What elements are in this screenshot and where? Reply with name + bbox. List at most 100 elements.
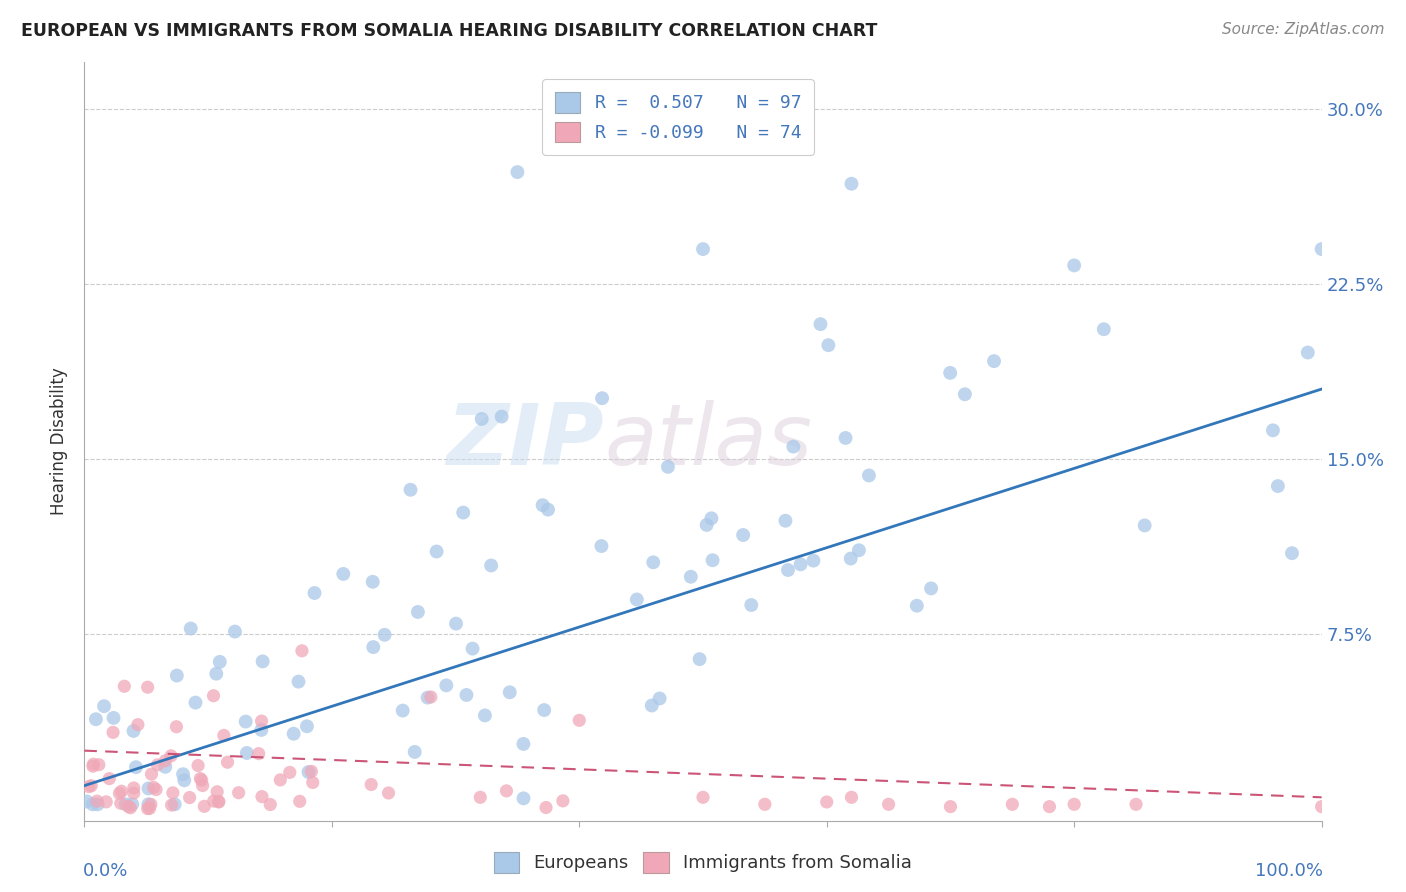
Point (361, 574, 384, 589)
Point (80, 779, 103, 793)
Point (138, 801, 160, 815)
Point (138, 781, 160, 796)
Point (155, 760, 177, 774)
Point (399, 483, 422, 497)
Point (1296, 345, 1319, 359)
Point (444, 616, 467, 631)
Point (568, 714, 591, 728)
Point (551, 794, 574, 808)
Point (212, 728, 235, 742)
Text: EUROPEAN VS IMMIGRANTS FROM SOMALIA HEARING DISABILITY CORRELATION CHART: EUROPEAN VS IMMIGRANTS FROM SOMALIA HEAR… (21, 22, 877, 40)
Point (1092, 322, 1115, 336)
Point (191, 779, 214, 793)
Point (304, 586, 326, 600)
Point (470, 790, 492, 805)
Point (491, 409, 513, 424)
Text: ZIP: ZIP (446, 400, 605, 483)
Point (471, 412, 494, 426)
Point (136, 680, 159, 694)
Point (696, 517, 718, 532)
Point (1267, 479, 1289, 493)
Point (689, 652, 711, 666)
Point (117, 799, 139, 814)
Point (537, 502, 560, 516)
Point (125, 760, 148, 774)
Point (120, 801, 142, 815)
Point (259, 797, 281, 812)
Point (1133, 518, 1156, 533)
Point (299, 764, 322, 779)
Point (250, 723, 273, 737)
Point (419, 690, 441, 704)
Point (76, 794, 98, 808)
Point (98, 772, 121, 786)
Point (127, 717, 149, 731)
Point (122, 786, 145, 800)
Point (77, 780, 100, 794)
Point (84, 712, 107, 726)
Point (939, 799, 962, 814)
Point (110, 797, 132, 811)
Point (136, 801, 159, 815)
Point (173, 773, 195, 788)
Point (236, 746, 259, 760)
Point (180, 622, 202, 636)
Point (416, 690, 439, 705)
Point (108, 786, 131, 800)
Point (114, 797, 136, 812)
Point (82, 797, 104, 812)
Point (87, 757, 110, 772)
Point (202, 794, 225, 808)
Point (112, 679, 135, 693)
Point (166, 668, 188, 682)
Point (122, 723, 145, 738)
Point (101, 725, 124, 739)
Point (247, 747, 270, 761)
Point (641, 698, 664, 713)
Point (269, 772, 291, 787)
Point (86, 797, 108, 812)
Point (905, 599, 928, 613)
Point (139, 797, 162, 812)
Text: 0.0%: 0.0% (83, 863, 128, 880)
Point (426, 544, 449, 558)
Point (474, 708, 496, 723)
Point (534, 800, 557, 814)
Point (252, 654, 274, 668)
Point (283, 727, 305, 741)
Point (291, 644, 314, 658)
Point (1063, 259, 1085, 273)
Point (495, 784, 517, 798)
Point (301, 775, 323, 789)
Point (295, 719, 318, 733)
Point (205, 785, 228, 799)
Point (1310, 799, 1333, 814)
Point (700, 511, 723, 525)
Point (506, 165, 529, 179)
Point (679, 570, 702, 584)
Point (512, 737, 534, 751)
Point (121, 797, 143, 812)
Point (184, 696, 207, 710)
Point (179, 790, 201, 805)
Point (190, 773, 212, 788)
Point (920, 582, 942, 596)
Point (456, 688, 478, 702)
Point (841, 790, 863, 805)
Point (789, 558, 811, 572)
Point (82, 757, 104, 772)
Point (775, 514, 797, 528)
Point (86, 794, 108, 808)
Point (404, 745, 426, 759)
Point (1001, 797, 1024, 812)
Point (782, 440, 804, 454)
Point (803, 553, 825, 567)
Point (733, 528, 755, 542)
Point (834, 431, 856, 445)
Point (138, 797, 160, 812)
Point (377, 786, 399, 800)
Point (939, 366, 962, 380)
Point (953, 387, 976, 401)
Point (250, 714, 273, 728)
Point (451, 506, 474, 520)
